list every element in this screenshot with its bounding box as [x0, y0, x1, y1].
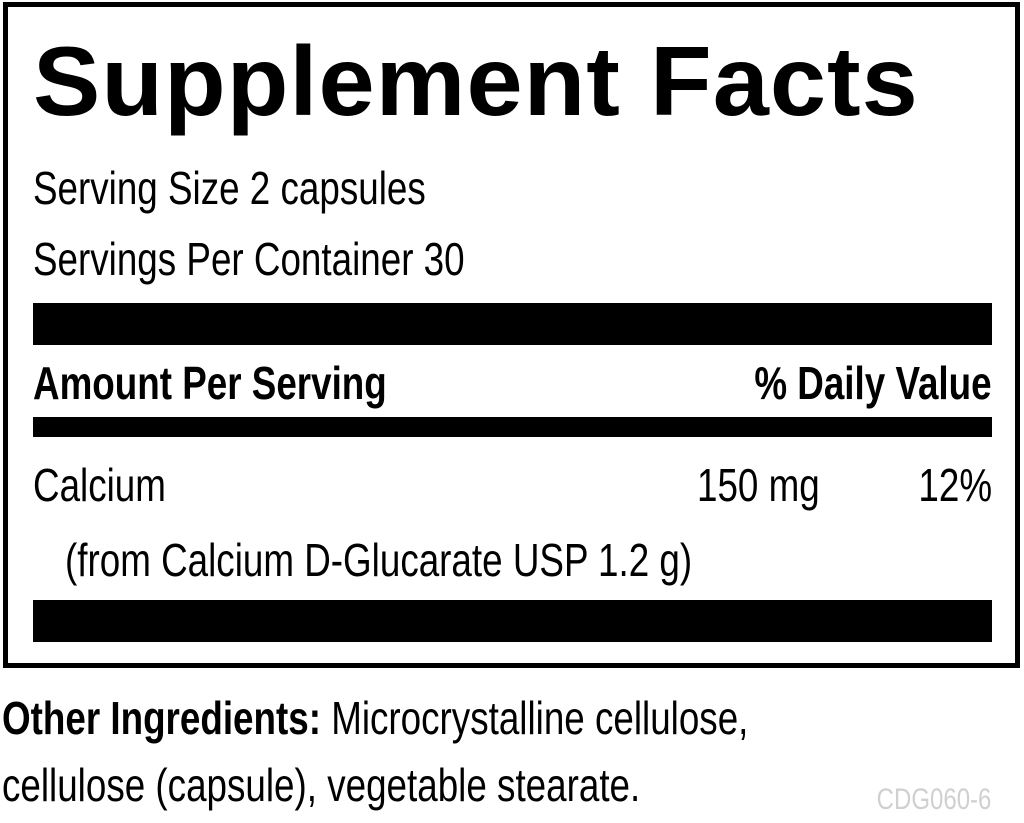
- divider-thick-bottom: [33, 600, 992, 642]
- other-ingredients-line2: cellulose (capsule), vegetable stearate.: [2, 759, 641, 811]
- amount-per-serving-label: Amount Per Serving: [33, 357, 387, 409]
- servings-per-container: Servings Per Container 30: [33, 233, 465, 285]
- supplement-facts-panel: [3, 2, 1020, 668]
- other-ingredients-label: Other Ingredients:: [2, 692, 321, 744]
- divider-thick: [33, 303, 992, 345]
- product-code: CDG060-6: [876, 783, 991, 816]
- panel-title: Supplement Facts: [33, 26, 919, 136]
- other-ingredients-line1: Microcrystalline cellulose,: [320, 692, 749, 744]
- divider-medium: [33, 417, 992, 437]
- other-ingredients: Other Ingredients: Microcrystalline cell…: [2, 695, 748, 741]
- daily-value-label: % Daily Value: [754, 357, 992, 409]
- nutrient-name: Calcium: [33, 459, 166, 511]
- serving-size: Serving Size 2 capsules: [33, 162, 426, 214]
- nutrient-amount: 150 mg: [697, 459, 820, 511]
- nutrient-source: (from Calcium D-Glucarate USP 1.2 g): [65, 534, 693, 586]
- nutrient-daily-value: 12%: [918, 459, 992, 511]
